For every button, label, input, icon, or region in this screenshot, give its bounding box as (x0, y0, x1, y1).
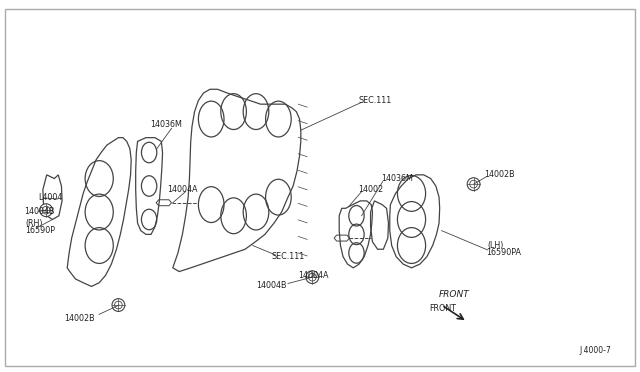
Text: (LH): (LH) (488, 241, 504, 250)
Text: (RH): (RH) (26, 219, 43, 228)
Text: L4004: L4004 (38, 193, 63, 202)
Text: J 4000-7: J 4000-7 (579, 346, 611, 355)
Text: 14036M: 14036M (381, 174, 413, 183)
Text: 14002: 14002 (358, 185, 383, 194)
Text: 16590P: 16590P (26, 226, 56, 235)
Text: 16590PA: 16590PA (486, 248, 522, 257)
Text: SEC.111: SEC.111 (272, 252, 305, 261)
Text: FRONT: FRONT (438, 291, 469, 299)
Ellipse shape (40, 204, 52, 217)
Text: 14002B: 14002B (484, 170, 515, 179)
Text: 14004B: 14004B (256, 281, 287, 290)
Ellipse shape (467, 178, 480, 190)
Text: 14002B: 14002B (64, 314, 95, 323)
Text: SEC.111: SEC.111 (358, 96, 392, 105)
Ellipse shape (112, 299, 125, 311)
Ellipse shape (306, 271, 319, 283)
Text: 14004B: 14004B (24, 207, 55, 216)
Text: 14004A: 14004A (298, 271, 329, 280)
Text: 14004A: 14004A (167, 185, 198, 194)
Text: 14036M: 14036M (150, 120, 182, 129)
Text: FRONT: FRONT (429, 304, 456, 313)
